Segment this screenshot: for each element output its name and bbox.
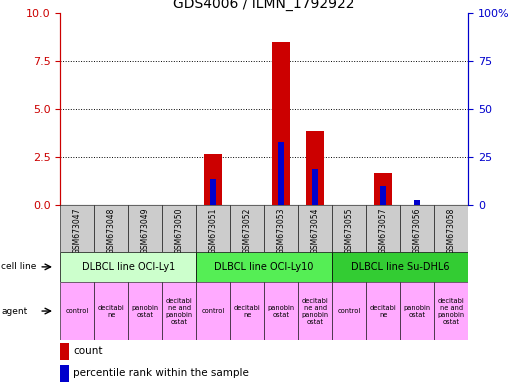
Text: GSM673056: GSM673056 <box>413 208 422 254</box>
Bar <box>94 205 128 252</box>
Bar <box>298 282 332 340</box>
Bar <box>264 282 298 340</box>
Bar <box>128 282 162 340</box>
Text: decitabi
ne and
panobin
ostat: decitabi ne and panobin ostat <box>438 298 464 324</box>
Bar <box>230 282 264 340</box>
Text: GSM673052: GSM673052 <box>243 208 252 254</box>
Text: GSM673057: GSM673057 <box>379 208 388 254</box>
Text: panobin
ostat: panobin ostat <box>132 305 158 318</box>
Text: percentile rank within the sample: percentile rank within the sample <box>73 368 249 378</box>
Text: decitabi
ne: decitabi ne <box>98 305 124 318</box>
Text: control: control <box>337 308 361 314</box>
Text: GSM673054: GSM673054 <box>311 208 320 254</box>
Bar <box>312 169 318 205</box>
Bar <box>400 205 434 252</box>
Bar <box>204 154 222 205</box>
Text: GSM673049: GSM673049 <box>141 208 150 254</box>
Text: GSM673047: GSM673047 <box>73 208 82 254</box>
Title: GDS4006 / ILMN_1792922: GDS4006 / ILMN_1792922 <box>173 0 355 11</box>
Text: GSM673055: GSM673055 <box>345 208 354 254</box>
Text: GSM673058: GSM673058 <box>447 208 456 254</box>
Bar <box>332 282 366 340</box>
Text: GSM673053: GSM673053 <box>277 208 286 254</box>
Text: DLBCL line Su-DHL6: DLBCL line Su-DHL6 <box>351 262 449 272</box>
Bar <box>434 205 468 252</box>
Text: DLBCL line OCI-Ly1: DLBCL line OCI-Ly1 <box>82 262 175 272</box>
Bar <box>162 205 196 252</box>
Bar <box>60 365 69 382</box>
Text: agent: agent <box>1 306 27 316</box>
Text: control: control <box>65 308 89 314</box>
Bar <box>400 282 434 340</box>
Text: panobin
ostat: panobin ostat <box>268 305 294 318</box>
Bar <box>332 252 468 282</box>
Bar <box>162 282 196 340</box>
Text: panobin
ostat: panobin ostat <box>404 305 430 318</box>
Bar <box>60 252 196 282</box>
Bar <box>380 186 386 205</box>
Bar <box>366 205 400 252</box>
Bar <box>306 131 324 205</box>
Bar <box>366 282 400 340</box>
Bar <box>374 173 392 205</box>
Text: control: control <box>201 308 225 314</box>
Bar <box>272 42 290 205</box>
Text: decitabi
ne: decitabi ne <box>370 305 396 318</box>
Bar <box>210 179 216 205</box>
Text: decitabi
ne: decitabi ne <box>234 305 260 318</box>
Bar <box>196 252 332 282</box>
Text: GSM673048: GSM673048 <box>107 208 116 254</box>
Bar <box>332 205 366 252</box>
Text: DLBCL line OCI-Ly10: DLBCL line OCI-Ly10 <box>214 262 314 272</box>
Bar <box>434 282 468 340</box>
Text: decitabi
ne and
panobin
ostat: decitabi ne and panobin ostat <box>302 298 328 324</box>
Text: cell line: cell line <box>1 262 37 271</box>
Bar <box>128 205 162 252</box>
Bar <box>94 282 128 340</box>
Text: GSM673050: GSM673050 <box>175 208 184 254</box>
Text: GSM673051: GSM673051 <box>209 208 218 254</box>
Bar <box>264 205 298 252</box>
Bar <box>230 205 264 252</box>
Bar <box>298 205 332 252</box>
Bar <box>60 282 94 340</box>
Bar <box>278 142 284 205</box>
Bar <box>60 343 69 360</box>
Text: decitabi
ne and
panobin
ostat: decitabi ne and panobin ostat <box>166 298 192 324</box>
Bar <box>414 200 420 205</box>
Bar <box>196 282 230 340</box>
Text: count: count <box>73 346 103 356</box>
Bar <box>196 205 230 252</box>
Bar <box>60 205 94 252</box>
